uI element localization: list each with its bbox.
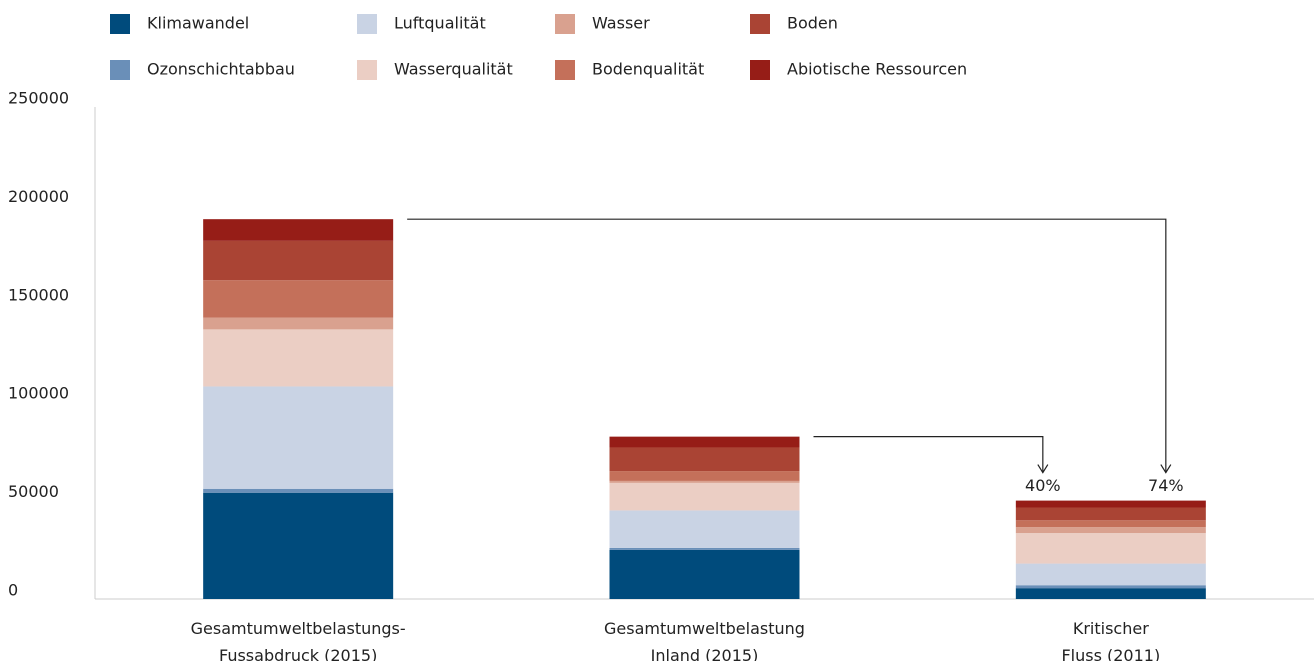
- legend-label: Luftqualität: [394, 14, 486, 33]
- bar-segment: [1015, 563, 1206, 586]
- bar-segment: [203, 492, 394, 599]
- legend-swatch: [750, 14, 770, 34]
- legend-label: Bodenqualität: [592, 60, 704, 79]
- x-tick-label-line: Gesamtumweltbelastungs-: [191, 619, 406, 638]
- legend-label: Abiotische Ressourcen: [787, 60, 967, 79]
- x-tick-label-line: Fussabdruck (2015): [219, 646, 377, 662]
- bar-segment: [609, 436, 800, 448]
- bar-segment: [609, 447, 800, 472]
- bar-segment: [203, 240, 394, 281]
- x-tick-label-line: Inland (2015): [651, 646, 759, 662]
- legend-swatch: [110, 60, 130, 80]
- legend-label: Klimawandel: [147, 14, 249, 33]
- legend-label: Ozonschichtabbau: [147, 60, 295, 79]
- x-tick-label-line: Kritischer: [1073, 619, 1149, 638]
- bar-segment: [203, 317, 394, 330]
- bar-segment: [1015, 533, 1206, 564]
- x-tick-label-line: Gesamtumweltbelastung: [604, 619, 805, 638]
- annotation: 74%: [1148, 476, 1184, 495]
- bar-segment: [203, 280, 394, 318]
- bar-segment: [609, 471, 800, 481]
- legend-label: Boden: [787, 14, 838, 33]
- annotation: 40%: [1025, 476, 1061, 495]
- y-tick-label: 150000: [8, 285, 69, 304]
- bar-segment: [1015, 588, 1206, 599]
- bar-segment: [1015, 507, 1206, 521]
- legend-swatch: [750, 60, 770, 80]
- y-tick-label: 50000: [8, 482, 59, 501]
- y-tick-label: 200000: [8, 187, 69, 206]
- x-tick-label: Gesamtumweltbelastung Inland (2015): [604, 619, 805, 662]
- x-tick-label: Gesamtumweltbelastungs- Fussabdruck (2015…: [191, 619, 406, 662]
- arrow-head: [1037, 464, 1049, 474]
- annotation-arrow: [407, 218, 1167, 473]
- bar-segment: [1015, 500, 1206, 508]
- x-tick-label: Kritischer Fluss (2011): [1061, 619, 1160, 662]
- legend-label: Wasser: [592, 14, 650, 33]
- arrow-head: [1160, 464, 1172, 474]
- bar-segment: [609, 547, 800, 550]
- legend-swatch: [555, 14, 575, 34]
- bar-segment: [203, 329, 394, 387]
- bar-segment: [609, 480, 800, 483]
- bar-segment: [1015, 520, 1206, 528]
- bar-segment: [609, 549, 800, 599]
- bar-segment: [609, 510, 800, 548]
- y-tick-label: 250000: [8, 89, 69, 108]
- legend-swatch: [555, 60, 575, 80]
- bar-segment: [203, 386, 394, 489]
- y-tick-label: 0: [8, 581, 18, 600]
- annotation-arrow: [813, 436, 1044, 473]
- bar-segment: [1015, 585, 1206, 589]
- legend-swatch: [357, 14, 377, 34]
- x-tick-label-line: Fluss (2011): [1061, 646, 1160, 662]
- legend-label: Wasserqualität: [394, 60, 513, 79]
- y-tick-label: 100000: [8, 384, 69, 403]
- bar-segment: [609, 482, 800, 511]
- legend-swatch: [357, 60, 377, 80]
- bar-segment: [1015, 527, 1206, 534]
- legend-swatch: [110, 14, 130, 34]
- bar-segment: [203, 488, 394, 493]
- bar-segment: [203, 219, 394, 241]
